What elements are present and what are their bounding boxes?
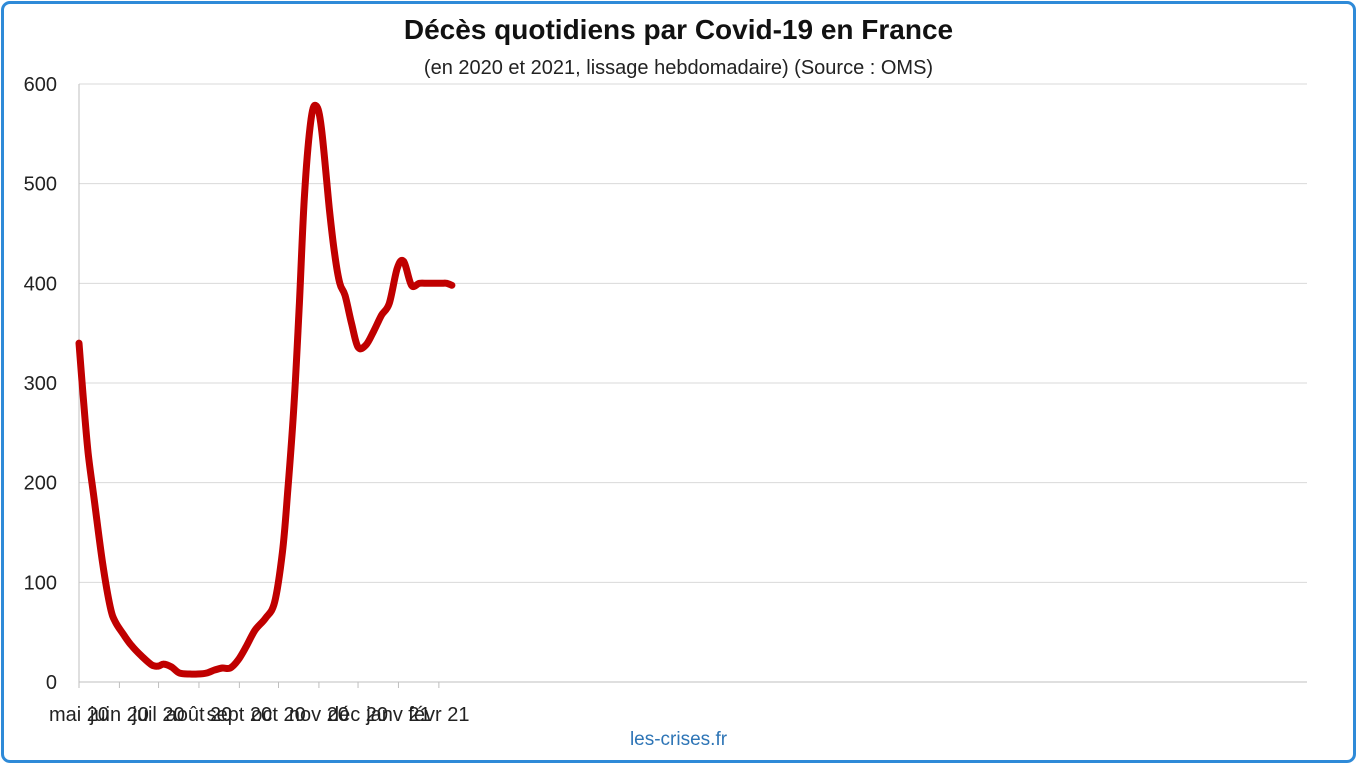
x-tick-label: sept 20 [207,704,273,726]
source-credit: les-crises.fr [629,729,728,750]
y-tick-label: 600 [24,74,57,96]
series-line [75,101,456,678]
x-tick-label: juil 20 [131,704,184,726]
y-tick-label: 0 [46,672,57,694]
x-tick-label: janv 21 [365,704,431,726]
chart-subtitle: (en 2020 et 2021, lissage hebdomadaire) … [423,57,934,79]
y-tick-label: 500 [24,174,57,196]
y-tick-label: 100 [24,572,57,594]
chart-title: Décès quotidiens par Covid-19 en France [403,14,954,45]
x-tick-label: déc 20 [328,704,388,726]
x-tick-label: août 20 [166,704,233,726]
y-tick-label: 200 [24,473,57,495]
y-tick-label: 400 [24,273,57,295]
x-tick-label: nov 20 [289,704,349,726]
y-tick-label: 300 [24,373,57,395]
x-tick-label: févr 21 [408,704,469,726]
x-tick-label: mai 20 [49,704,109,726]
x-tick-label: juin 20 [89,704,149,726]
x-tick-label: oct 20 [251,704,305,726]
